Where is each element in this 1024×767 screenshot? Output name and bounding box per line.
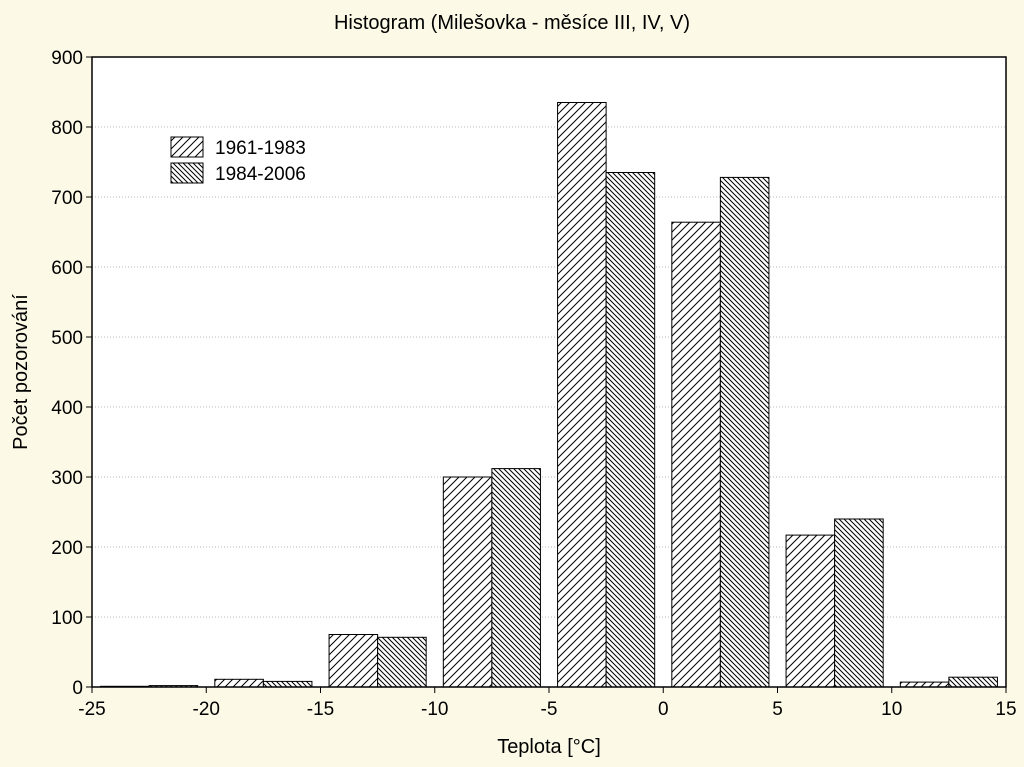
bar-1984-2006-bin-10 (948, 676, 998, 688)
x-tick-label: -15 (307, 699, 334, 720)
x-tick-label: -10 (421, 699, 448, 720)
bar-1984-2006-bin--10 (491, 468, 541, 688)
bar-1961-1983-bin--20 (214, 678, 264, 688)
y-tick-label: 0 (72, 678, 83, 699)
grid-lines (92, 126, 1006, 618)
legend: 1961-1983 1984-2006 (170, 136, 306, 185)
y-tick-label: 600 (51, 258, 83, 279)
y-tick-label: 900 (51, 48, 83, 69)
y-tick-label: 700 (51, 188, 83, 209)
y-axis-label: Počet pozorování (10, 294, 32, 450)
x-tick-label: 10 (881, 699, 902, 720)
legend-swatch-1961-1983 (170, 136, 204, 158)
bars (100, 102, 998, 688)
x-tick-label: 15 (995, 699, 1016, 720)
chart-title: Histogram (Milešovka - měsíce III, IV, V… (334, 12, 690, 34)
y-tick-label: 400 (51, 398, 83, 419)
x-tick-label: -5 (541, 699, 558, 720)
x-tick-label: -25 (78, 699, 105, 720)
bar-1984-2006-bin--15 (377, 636, 427, 688)
legend-label-1984-2006: 1984-2006 (215, 164, 306, 185)
legend-swatch-1984-2006 (170, 162, 204, 184)
y-tick-label: 200 (51, 538, 83, 559)
bar-1984-2006-bin-0 (719, 176, 770, 688)
x-tick-label: 5 (772, 699, 783, 720)
y-tick-label: 300 (51, 468, 83, 489)
bar-1961-1983-bin--10 (442, 476, 493, 688)
bar-1961-1983-bin-0 (671, 221, 721, 688)
x-axis-label: Teplota [°C] (497, 736, 601, 758)
y-tick-label: 500 (51, 328, 83, 349)
bar-1984-2006-bin--20 (262, 680, 313, 688)
bar-1984-2006-bin-5 (834, 518, 884, 688)
y-tick-label: 100 (51, 608, 83, 629)
y-axis-ticks: 0 100 200 300 400 500 600 700 800 900 (51, 48, 92, 699)
legend-label-1961-1983: 1961-1983 (215, 138, 306, 159)
x-axis-ticks: -25 -20 -15 -10 -5 0 5 10 15 (78, 687, 1017, 720)
x-tick-label: 0 (658, 699, 669, 720)
bar-1984-2006-bin--5 (605, 172, 656, 688)
y-tick-label: 800 (51, 118, 83, 139)
bar-1961-1983-bin-5 (785, 534, 836, 688)
bar-1961-1983-bin--5 (557, 102, 607, 688)
x-tick-label: -20 (193, 699, 220, 720)
bar-1961-1983-bin--15 (328, 634, 379, 688)
